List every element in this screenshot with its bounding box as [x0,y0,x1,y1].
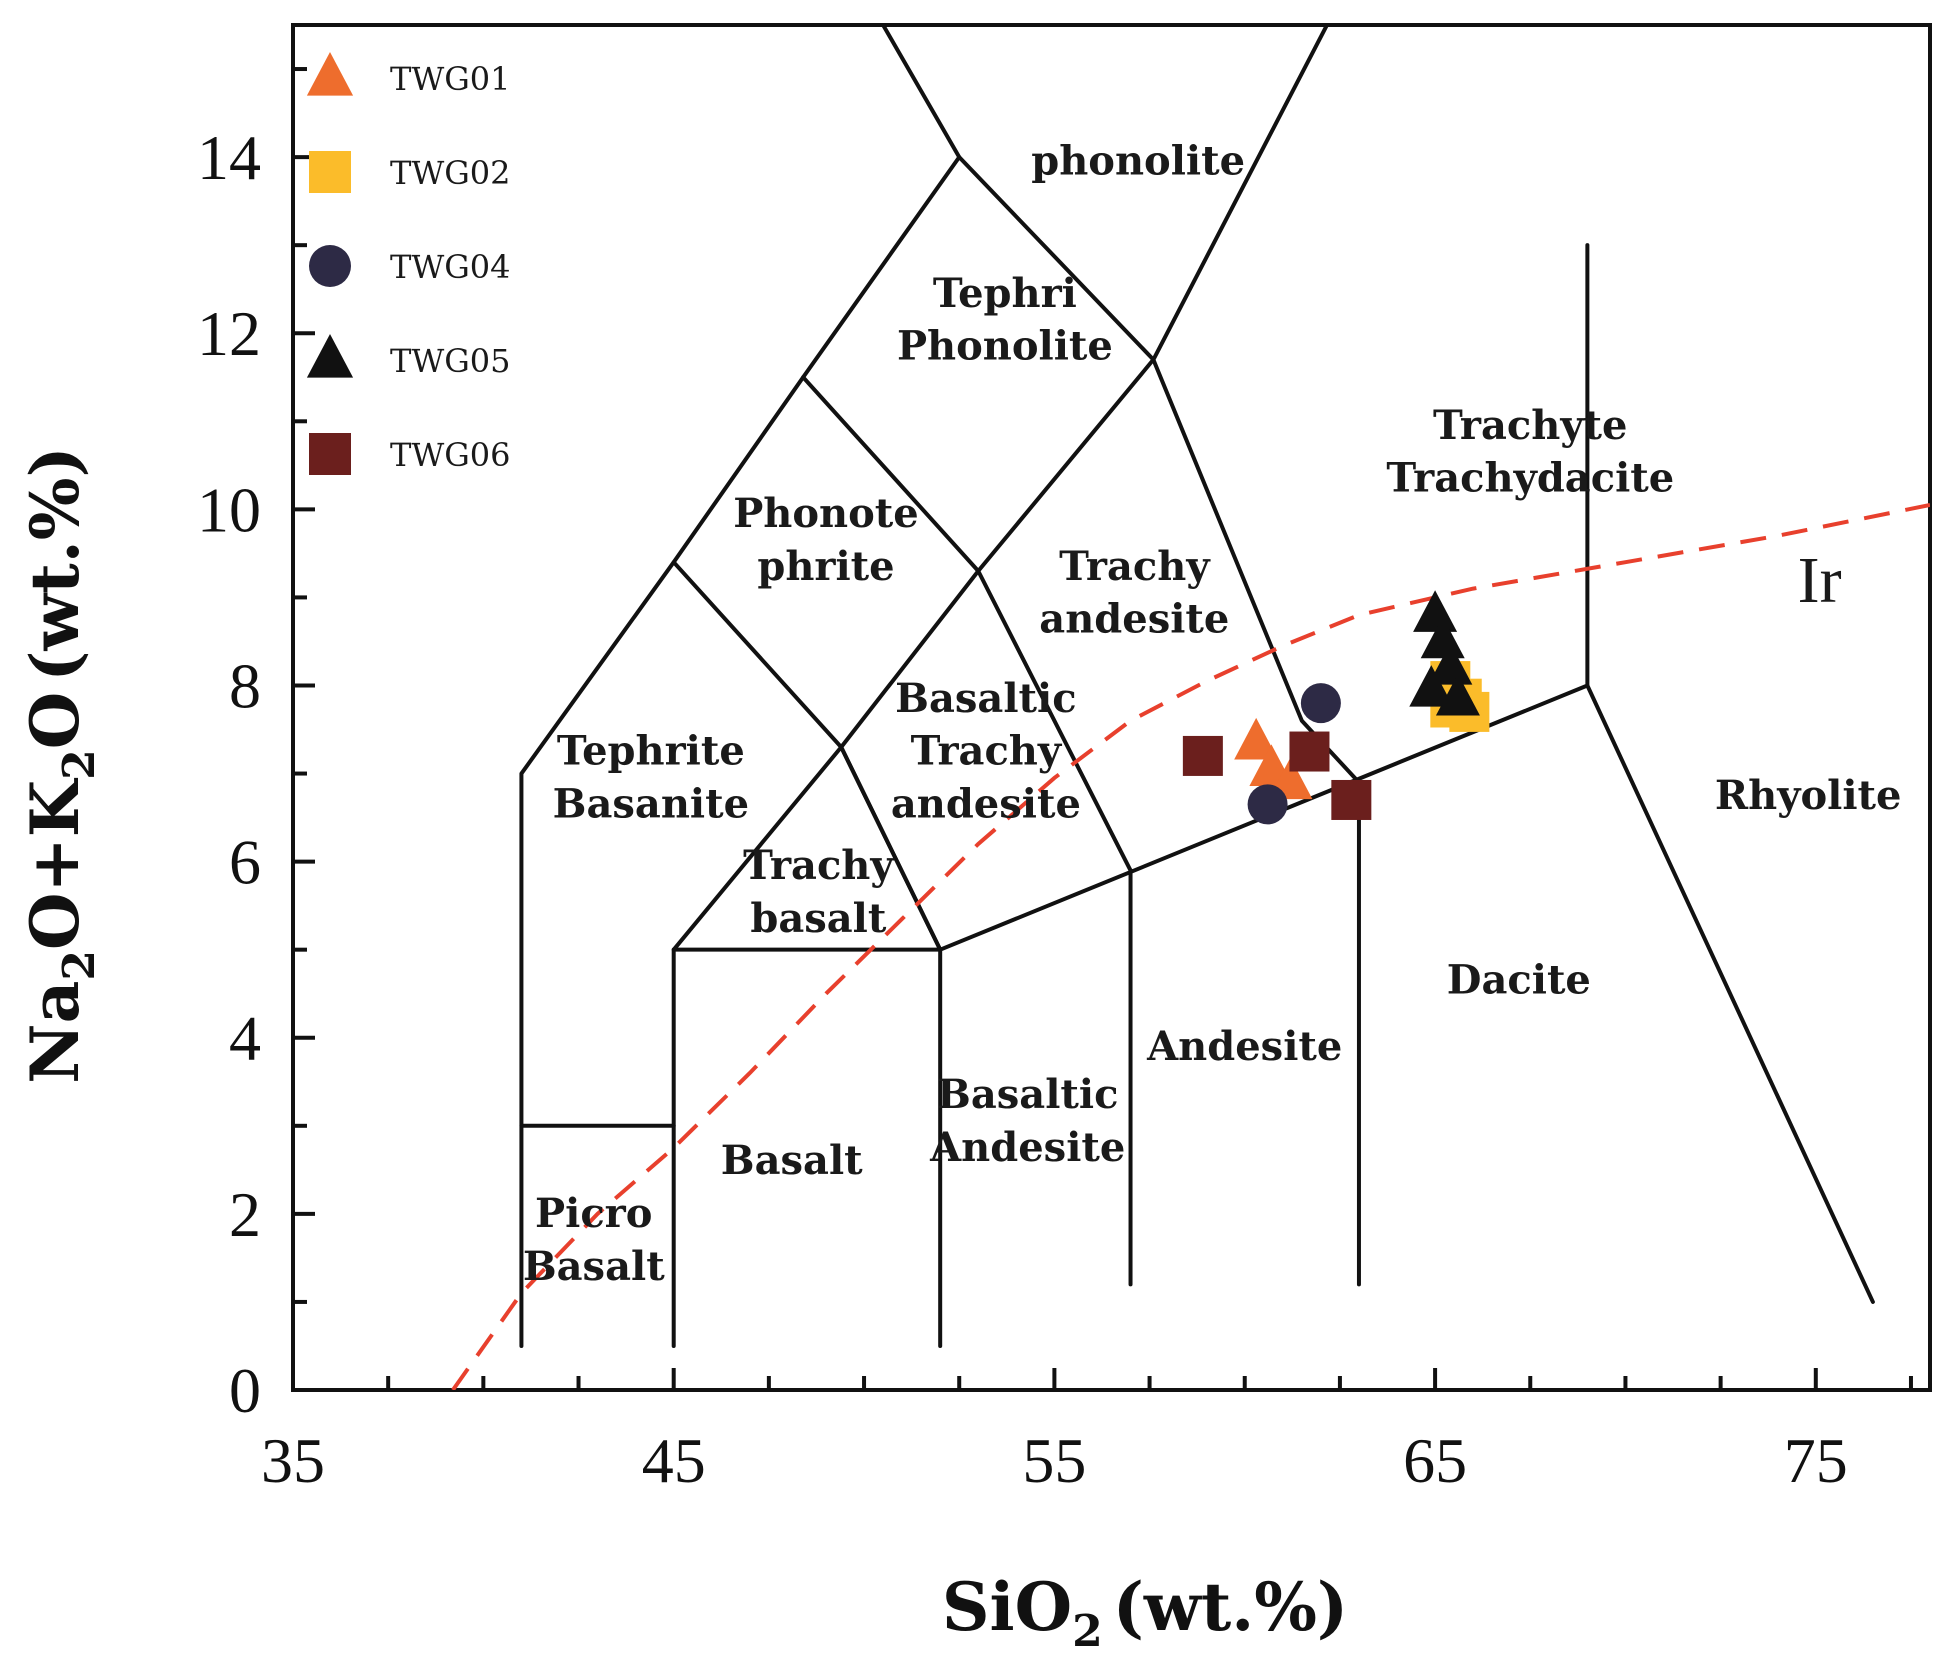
y-tick-label: 14 [197,122,261,193]
legend-marker-twg01 [306,51,354,96]
field-label-trachydacite: Trachydacite [1386,455,1674,502]
y-tick-label: 4 [229,1003,261,1074]
plot-frame [291,23,1932,1392]
legend-label-twg02: TWG02 [390,154,511,192]
field-label-basaltic: Basaltic [895,675,1076,722]
legend-label-twg01: TWG01 [390,60,511,98]
legend-item-twg01: TWG01 [306,51,511,98]
legend-label-twg04: TWG04 [390,248,511,286]
field-boundary-line [671,560,943,952]
alkaline-subalkaline-divide [451,502,1930,1390]
data-point-twg05 [1428,643,1473,685]
ir-label: Ir [1798,544,1842,617]
x-tick-label: 65 [1403,1425,1467,1496]
y-axis-title: Na2O+K2O(wt.%) [16,446,105,1083]
legend-marker-twg06 [309,433,351,475]
field-label-tephrite: Tephrite [557,728,745,775]
data-point-twg05 [1435,673,1480,716]
y-tick-label: 6 [229,827,261,898]
field-label-trachy: Trachy [911,728,1063,775]
legend-label-twg06: TWG06 [390,436,511,474]
field-label-basalt: Basalt [721,1137,863,1184]
field-label-basalt: Basalt [523,1243,665,1290]
field-label-phrite: phrite [757,543,894,590]
x-axis-title: SiO2 (wt.%) [942,1568,1348,1655]
legend-marker-twg05 [306,333,354,378]
field-label-tephri: Tephri [933,270,1077,317]
field-label-basalt: basalt [750,895,887,942]
field-label-andesite: andesite [891,781,1081,828]
field-label-andesite: Andesite [1146,1023,1342,1070]
field-label-phonolite: Phonolite [897,323,1113,370]
y-axis-tick-labels: 0 2 4 6 8 10 12 14 [197,122,261,1426]
data-point-twg04 [1247,784,1288,825]
data-point-twg06 [1182,735,1223,776]
field-label-trachyte: Trachyte [1433,402,1627,449]
x-tick-label: 75 [1784,1425,1848,1496]
legend-item-twg05: TWG05 [306,333,511,380]
field-label-phonolite: phonolite [1031,138,1245,185]
y-tick-label: 8 [229,650,261,721]
y-axis-ticks [293,67,315,1392]
field-label-trachy: Trachy [743,842,895,889]
y-tick-label: 10 [197,474,261,545]
legend-label-twg05: TWG05 [390,342,511,380]
field-label-rhyolite: Rhyolite [1715,772,1902,819]
data-point-twg05 [1420,616,1465,659]
data-point-twg04 [1300,683,1341,724]
field-label-dacite: Dacite [1447,957,1591,1004]
legend-marker-twg04 [309,245,351,287]
y-tick-label: 12 [197,298,261,369]
legend-item-twg02: TWG02 [309,151,511,193]
field-label-trachy: Trachy [1059,543,1211,590]
y-tick-label: 2 [229,1179,261,1250]
data-point-twg06 [1289,731,1330,772]
data-point-twg05 [1413,590,1458,632]
data-point-twg01 [1234,717,1279,760]
legend-item-twg06: TWG06 [309,433,511,475]
x-tick-label: 55 [1022,1425,1086,1496]
field-boundary-line [801,375,1133,873]
field-label-picro: Picro [535,1190,652,1237]
x-axis-tick-labels: 35 45 55 65 75 [261,1425,1848,1496]
field-labels: phonolite Tephri Phonolite Trachyte Trachyda… [523,138,1902,1290]
legend-item-twg04: TWG04 [309,245,511,287]
field-boundary-line [1151,357,1361,785]
field-boundary-line [1585,683,1875,1304]
field-label-basaltic: Basaltic [937,1071,1118,1118]
field-label-andesite: Andesite [929,1124,1125,1171]
data-points [1182,590,1490,825]
plot-area: phonolite Tephri Phonolite Trachyte Trachyda… [291,23,1932,1392]
legend-marker-twg02 [309,151,351,193]
field-boundary-line [881,25,962,160]
field-label-basanite: Basanite [553,781,749,828]
data-point-twg05 [1409,665,1454,707]
field-label-phonote: Phonote [733,490,919,537]
y-tick-label: 0 [229,1355,261,1426]
x-axis-ticks [291,1368,1913,1390]
x-tick-label: 35 [261,1425,325,1496]
data-point-twg06 [1331,779,1372,820]
x-tick-label: 45 [642,1425,706,1496]
legend: TWG01 TWG02 TWG04 TWG05 TWG06 [306,51,511,475]
field-label-andesite: andesite [1039,596,1229,643]
